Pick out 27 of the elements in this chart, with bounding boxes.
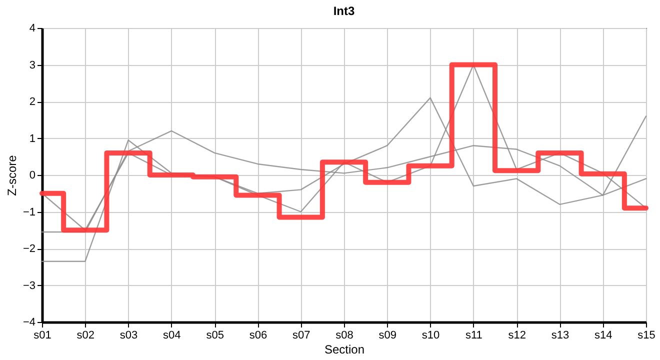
chart-title: Int3: [333, 4, 355, 18]
x-tick-label: s11: [465, 330, 482, 342]
y-tick-label: 0: [29, 170, 36, 182]
y-axis-title: Z-score: [4, 154, 19, 196]
y-tick-label: 1: [29, 132, 36, 145]
x-tick-label: s10: [422, 330, 440, 342]
y-tick-label: −4: [22, 316, 36, 328]
x-tick-label: s02: [76, 330, 95, 342]
y-tick-label: −1: [22, 206, 36, 218]
y-tick-label: 2: [29, 96, 36, 108]
y-tick-label: 4: [29, 22, 36, 34]
x-tick-label: s13: [551, 330, 570, 342]
x-tick-label: s09: [378, 330, 397, 342]
x-axis-title: Section: [324, 342, 365, 356]
x-tick-label: s01: [34, 330, 52, 342]
x-tick-label: s05: [206, 330, 224, 342]
y-tick-label: −2: [22, 243, 36, 255]
y-tick-label: 3: [29, 59, 36, 72]
x-tick-label: s04: [163, 330, 181, 342]
x-tick-label: s08: [336, 330, 354, 342]
x-tick-label: s06: [249, 330, 268, 342]
x-tick-label: s15: [638, 330, 656, 342]
x-tick-label: s03: [120, 330, 138, 342]
y-tick-label: −3: [22, 280, 36, 292]
x-tick-label: s14: [594, 330, 612, 342]
x-tick-label: s12: [508, 330, 526, 342]
x-tick-label: s07: [292, 330, 310, 342]
